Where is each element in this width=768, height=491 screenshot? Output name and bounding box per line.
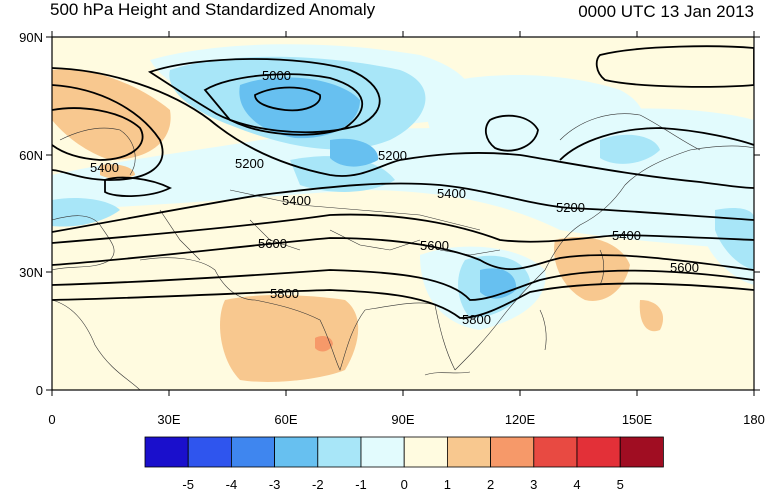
colorbar-box xyxy=(274,436,319,468)
map-title: 500 hPa Height and Standardized Anomaly xyxy=(50,0,376,19)
anomaly-shading-plus1 xyxy=(52,69,664,382)
height-contours xyxy=(52,45,754,319)
lat-tick-label: 90N xyxy=(19,30,43,45)
lat-tick-label: 60N xyxy=(19,148,43,163)
colorbar-label: 4 xyxy=(573,477,580,491)
colorbar-box xyxy=(230,436,275,468)
lat-tick-labels: 0 30N 60N 90N xyxy=(19,30,43,398)
colorbar: -5 -4 -3 -2 -1 0 1 2 3 4 5 xyxy=(144,436,664,491)
contour-label: 5400 xyxy=(90,160,119,175)
colorbar-label: -5 xyxy=(182,477,194,491)
colorbar-label: 3 xyxy=(530,477,537,491)
valid-time: 0000 UTC 13 Jan 2013 xyxy=(578,2,754,21)
contour-label: 5800 xyxy=(270,286,299,301)
contour-labels: 5000 5200 5200 5200 5400 5400 5400 5400 … xyxy=(90,68,699,327)
colorbar-box xyxy=(576,436,621,468)
colorbar-label: 1 xyxy=(444,477,451,491)
contour-label: 5400 xyxy=(437,186,466,201)
colorbar-label: -2 xyxy=(312,477,324,491)
colorbar-box xyxy=(360,436,405,468)
lon-tick-label: 30E xyxy=(157,412,180,427)
colorbar-label: 2 xyxy=(487,477,494,491)
colorbar-label: -3 xyxy=(269,477,281,491)
contour-label: 5600 xyxy=(258,236,287,251)
contour-label: 5200 xyxy=(235,156,264,171)
lon-tick-label: 150E xyxy=(622,412,653,427)
lon-tick-label: 90E xyxy=(391,412,414,427)
colorbar-box xyxy=(619,436,664,468)
contour-label: 5200 xyxy=(556,200,585,215)
colorbar-label: -1 xyxy=(355,477,367,491)
anomaly-shading-minus2 xyxy=(239,77,517,299)
lon-tick-label: 0 xyxy=(48,412,55,427)
colorbar-box xyxy=(187,436,232,468)
contour-label: 5000 xyxy=(262,68,291,83)
contour-label: 5200 xyxy=(378,148,407,163)
lon-tick-label: 60E xyxy=(274,412,297,427)
lat-tick-label: 30N xyxy=(19,265,43,280)
colorbar-labels: -5 -4 -3 -2 -1 0 1 2 3 4 5 xyxy=(182,477,623,491)
contour-label: 5600 xyxy=(420,238,449,253)
lon-tick-label: 120E xyxy=(505,412,536,427)
colorbar-label: 5 xyxy=(617,477,624,491)
contour-label: 5400 xyxy=(282,193,311,208)
contour-label: 5400 xyxy=(612,228,641,243)
colorbar-box xyxy=(403,436,448,468)
colorbar-box xyxy=(446,436,491,468)
lat-tick-marks xyxy=(46,36,760,391)
contour-label: 5800 xyxy=(462,312,491,327)
contour-label: 5600 xyxy=(670,260,699,275)
colorbar-box xyxy=(317,436,362,468)
colorbar-box xyxy=(533,436,578,468)
lon-tick-label: 180 xyxy=(743,412,765,427)
colorbar-box xyxy=(144,436,189,468)
colorbar-box xyxy=(490,436,535,468)
lat-tick-label: 0 xyxy=(36,383,43,398)
map-panel: 5000 5200 5200 5200 5400 5400 5400 5400 … xyxy=(52,37,754,390)
colorbar-label: 0 xyxy=(401,477,408,491)
lon-tick-labels: 0 30E 60E 90E 120E 150E 180 xyxy=(48,412,764,427)
colorbar-boxes xyxy=(144,436,664,468)
colorbar-label: -4 xyxy=(226,477,238,491)
lon-tick-marks xyxy=(51,31,755,396)
